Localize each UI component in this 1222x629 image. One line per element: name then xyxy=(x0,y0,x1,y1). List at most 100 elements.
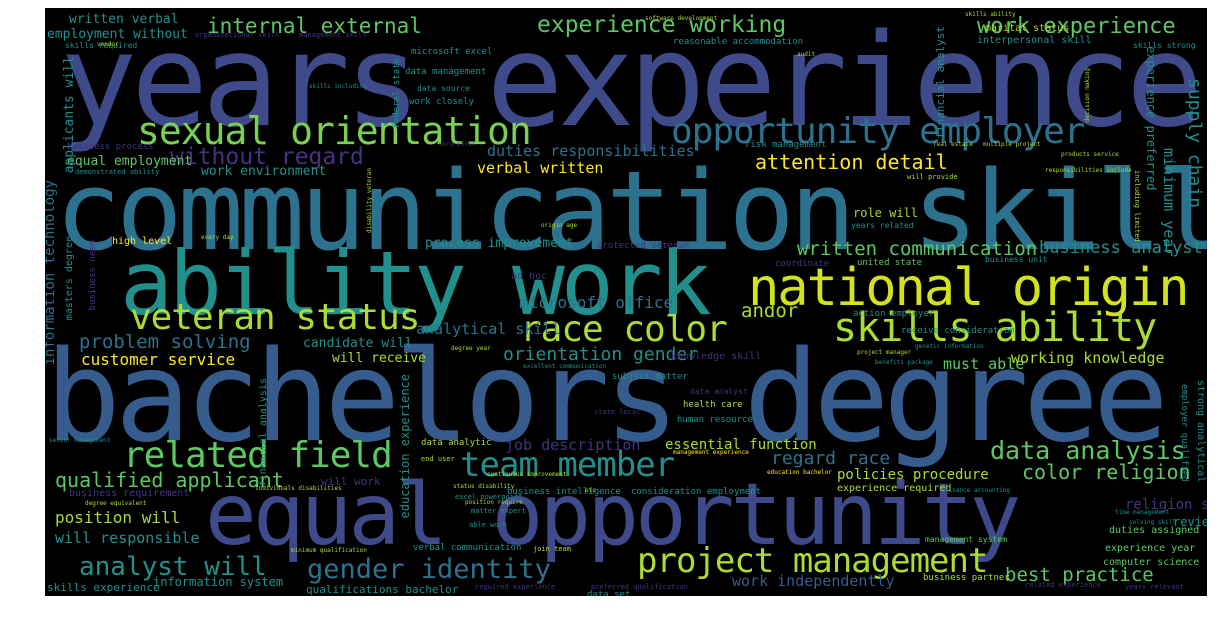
word-reasonable-accommodation: reasonable accommodation xyxy=(673,37,804,47)
word-data-source: data source xyxy=(417,84,470,93)
word-will-provide: will provide xyxy=(907,173,958,181)
word-experience-year: experience year xyxy=(1105,543,1196,554)
word-minimum-year: minimum year xyxy=(1160,148,1178,257)
word-years-experience: years experience xyxy=(60,8,1203,156)
word-qualified-applicant: qualified applicant xyxy=(55,468,284,492)
word-sexual-orientation: sexual orientation xyxy=(137,109,532,153)
word-duties-assigned: duties assigned xyxy=(1109,525,1200,536)
word-computer-science: computer science xyxy=(1103,557,1200,568)
word-decision-making: decision making xyxy=(1084,68,1091,123)
word-join-team: join team xyxy=(533,545,571,553)
word-business-intelligence: business intelligence xyxy=(507,487,621,497)
word-must-able: must able xyxy=(943,355,1025,373)
word-microsoft-office: microsoft office xyxy=(519,293,674,312)
word-time-management: time management xyxy=(1115,509,1170,516)
word-communication-skill: communication skill xyxy=(55,147,1207,275)
word-candidate-will: candidate will xyxy=(303,336,413,351)
word-skills-ability-small: skills ability xyxy=(965,11,1016,18)
word-work-closely: work closely xyxy=(409,97,475,107)
word-will-work: will work xyxy=(321,475,381,488)
word-degree-year: degree year xyxy=(451,345,491,352)
word-years-relevant: years relevant xyxy=(1125,583,1185,591)
word-experience-working: experience working xyxy=(537,12,787,38)
word-team-member: team member xyxy=(460,445,675,485)
word-disability-veteran: disability veteran xyxy=(366,168,373,234)
word-data-analysis: data analysis xyxy=(990,436,1186,465)
word-strong-analytical: strong analytical xyxy=(1195,380,1206,483)
word-word-excel: word excel xyxy=(439,141,476,148)
word-working-knowledge: working knowledge xyxy=(1011,349,1165,367)
word-religion-sex: religion sex xyxy=(1125,497,1207,513)
word-masters-degree: masters degree xyxy=(64,236,75,321)
word-gender-identity: gender identity xyxy=(307,554,551,585)
word-audit: audit xyxy=(797,51,816,58)
word-national-origin: national origin xyxy=(748,258,1190,318)
word-united-state: united state xyxy=(857,258,923,268)
word-interpersonal-skill: interpersonal skill xyxy=(977,35,1092,46)
word-high-level: high level xyxy=(112,236,173,247)
word-skills-ability: skills ability xyxy=(833,305,1157,351)
word-data-analyst: data analyst xyxy=(690,387,748,396)
word-role-will: role will xyxy=(853,206,919,220)
word-multiple-project: multiple project xyxy=(983,141,1041,148)
word-finance-accounting: finance accounting xyxy=(945,487,1011,494)
word-best-practice: best practice xyxy=(1005,564,1154,586)
word-microsoft-excel: microsoft excel xyxy=(411,47,493,57)
word-essential-function: essential function xyxy=(665,437,817,453)
word-review: review xyxy=(1173,515,1207,529)
word-minimum-qualification: minimum qualification xyxy=(291,547,367,554)
word-education-experience: education experience xyxy=(398,374,412,519)
word-human-resource: human resource xyxy=(677,415,753,425)
word-management-experience: management experience xyxy=(673,449,749,456)
word-able-work: able work xyxy=(469,521,507,529)
word-every-day: every day xyxy=(201,234,234,241)
word-employer-qualified: employer qualified xyxy=(1179,384,1189,482)
word-analyst-will: analyst will xyxy=(79,552,267,582)
word-andor: andor xyxy=(741,300,799,322)
word-ability-work: ability work xyxy=(120,232,712,335)
word-work-independently: work independently xyxy=(732,572,895,590)
word-senior-management: senior management xyxy=(49,437,111,444)
word-written-verbal: written verbal xyxy=(69,12,179,27)
word-qualifications-bachelor: qualifications bachelor xyxy=(306,583,459,596)
word-verbal-written: verbal written xyxy=(477,159,604,177)
word-including-limited: including limited xyxy=(1133,170,1141,242)
word-race-color: race color xyxy=(520,309,728,350)
word-related-experience: related experience xyxy=(1025,581,1101,589)
word-organizational-skill: organizational skill xyxy=(195,31,280,39)
word-preferred-qualification: preferred qualification xyxy=(591,583,688,591)
word-individuals-disabilities: individuals disabilities xyxy=(255,485,342,492)
word-information-technology: information technology xyxy=(45,180,58,366)
word-consideration-employment: consideration employment xyxy=(631,487,762,497)
word-supply-chain: supply chain xyxy=(1184,78,1205,209)
word-attention-detail: attention detail xyxy=(755,150,948,174)
word-status-disability: status disability xyxy=(453,483,515,490)
word-data-management: data management xyxy=(405,67,487,77)
word-opportunity-employer: opportunity employer xyxy=(671,111,1085,152)
word-will-responsible: will responsible xyxy=(55,529,200,547)
word-action-employer: action employer xyxy=(853,309,935,319)
word-skills-required: skills required xyxy=(65,41,138,50)
word-will-receive: will receive xyxy=(332,351,426,366)
word-applicants-will: applicants will xyxy=(62,56,77,174)
word-bachelors-degree: bachelors degree xyxy=(45,323,1169,470)
word-related-field: related field xyxy=(123,435,393,476)
word-skills-experience: skills experience xyxy=(47,581,160,594)
word-experience-preferred: experience preferred xyxy=(1144,46,1158,191)
word-health-care: health care xyxy=(683,400,743,410)
word-real-estate: real estate xyxy=(933,141,973,148)
word-job-description: job description xyxy=(505,436,641,454)
word-protected-veteran: protected veteran xyxy=(597,241,690,251)
word-regard-race: regard race xyxy=(771,448,891,469)
word-software-development: software development xyxy=(645,15,718,22)
word-business-requirement: business requirement xyxy=(69,488,190,499)
word-responsibilities-include: responsibilities include xyxy=(1045,167,1132,174)
word-position-require: position require xyxy=(465,499,523,506)
word-skills-strong: skills strong xyxy=(1133,41,1196,50)
word-equal-opportunity: equal opportunity xyxy=(205,465,1021,565)
word-demonstrated-ability: demonstrated ability xyxy=(75,168,160,176)
word-problem-solving: problem solving xyxy=(79,331,251,353)
word-position-will: position will xyxy=(55,508,181,527)
word-excel-powerpoint: excel powerpoint xyxy=(455,493,523,501)
word-marital-status: marital status xyxy=(985,23,1070,34)
